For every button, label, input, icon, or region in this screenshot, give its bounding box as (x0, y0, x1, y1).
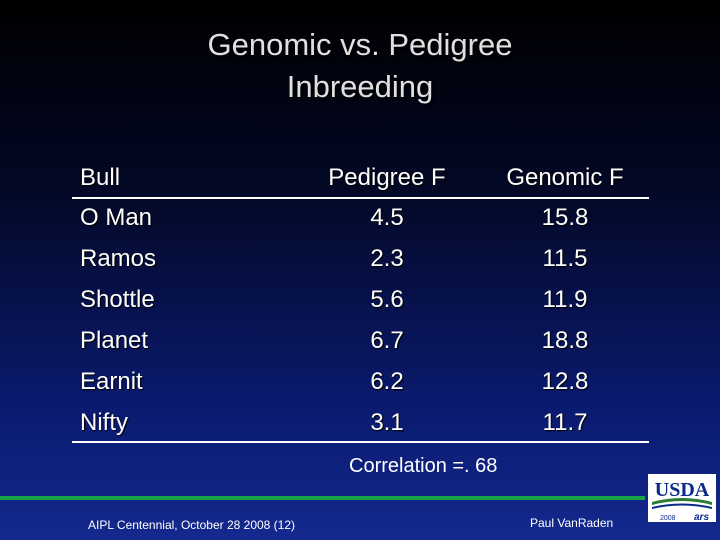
table-row-pedigree: 6.2 (370, 368, 404, 395)
table-row-genomic: 11.7 (542, 409, 588, 436)
usda-logo-year: 2008 (660, 515, 676, 522)
header-rule (72, 197, 649, 199)
header-pedigree-f: Pedigree F (328, 164, 446, 191)
footer-divider (0, 496, 645, 500)
header-bull: Bull (80, 164, 121, 191)
correlation-text: Correlation =. 68 (349, 455, 498, 477)
table-row-bull: O Man (80, 204, 153, 231)
table-row-pedigree: 3.1 (370, 409, 404, 436)
table-row-genomic: 11.5 (542, 245, 588, 272)
table-row-genomic: 15.8 (541, 204, 589, 231)
table-row-bull: Earnit (80, 368, 143, 395)
table-row-genomic: 18.8 (541, 327, 589, 354)
table-row-genomic: 11.9 (542, 286, 588, 313)
usda-logo-text: USDA (655, 479, 710, 501)
table-row-bull: Nifty (80, 409, 128, 436)
slide-title: Genomic vs. Pedigree Inbreeding (0, 24, 720, 108)
header-genomic-f: Genomic F (506, 164, 624, 191)
table-row-pedigree: 2.3 (370, 245, 404, 272)
table-row-pedigree: 4.5 (370, 204, 404, 231)
table-row-pedigree: 6.7 (370, 327, 404, 354)
table-row-pedigree: 5.6 (370, 286, 404, 313)
slide-title-line-2: Inbreeding (286, 69, 434, 104)
usda-logo-icon: USDA 2008 ars (648, 474, 716, 522)
table-row-bull: Planet (80, 327, 149, 354)
footer-citation: AIPL Centennial, October 28 2008 (12) (88, 518, 296, 532)
footer-author: Paul VanRaden (530, 516, 614, 530)
table-row-bull: Shottle (80, 286, 155, 313)
table-row-genomic: 12.8 (541, 368, 589, 395)
table-bottom-rule (72, 441, 649, 443)
usda-logo-sub: ars (694, 512, 709, 522)
slide-title-line-1: Genomic vs. Pedigree (207, 27, 513, 62)
table-row-bull: Ramos (80, 245, 157, 272)
